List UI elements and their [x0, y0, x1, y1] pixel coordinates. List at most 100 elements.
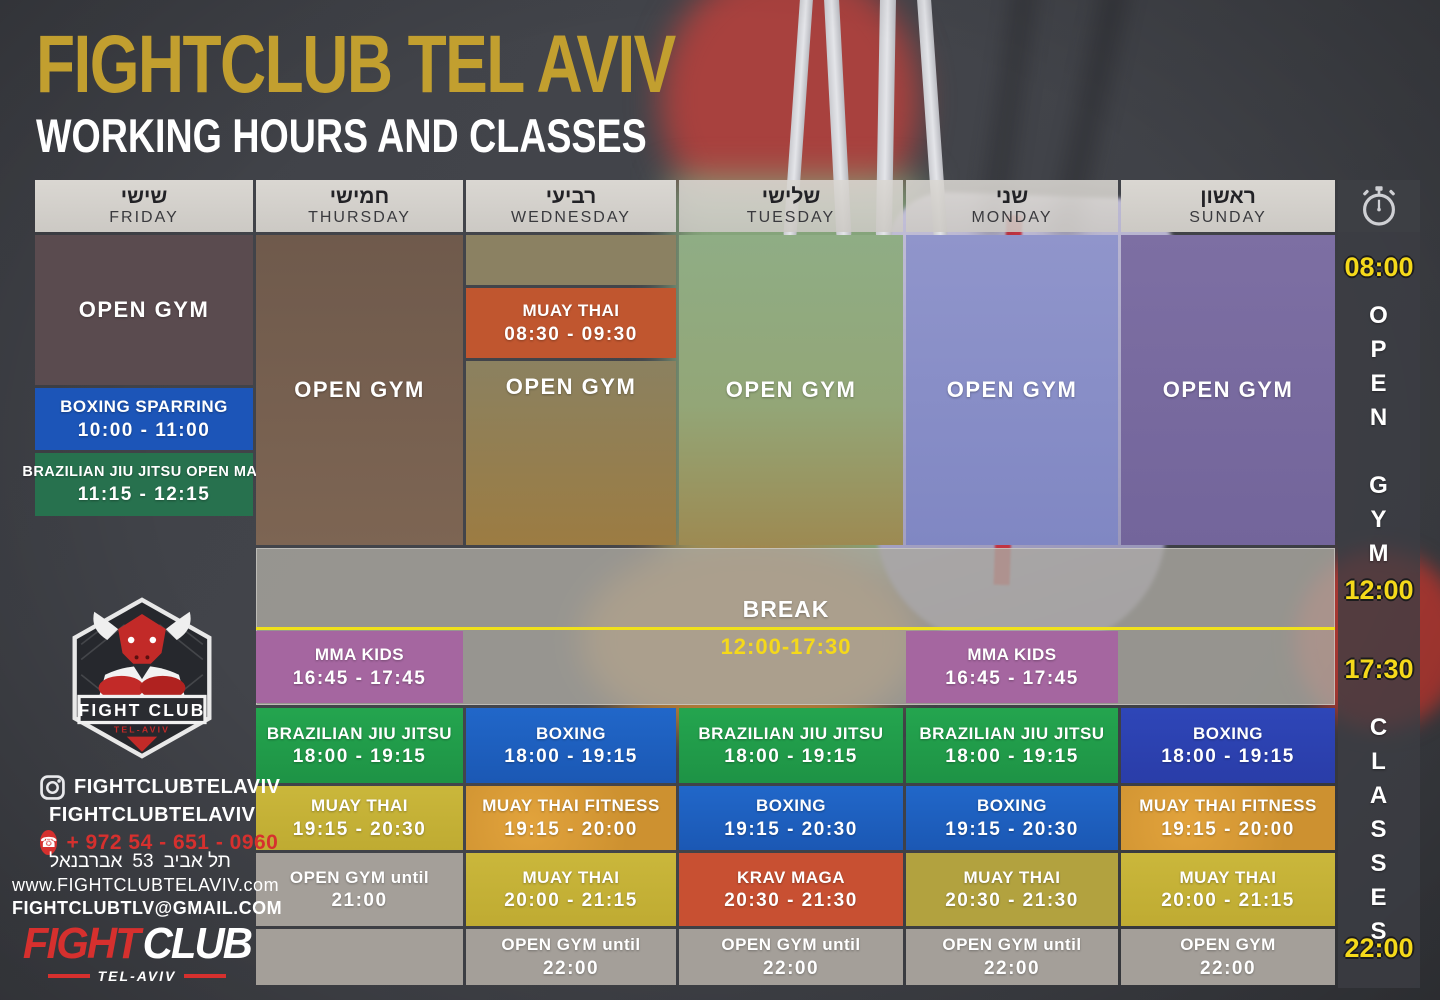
day-name-english: THURSDAY	[308, 208, 411, 226]
day-name-hebrew: חמישי	[329, 184, 390, 208]
class-time: 08:30 - 09:30	[504, 323, 638, 345]
timeline-time-1200: 12:00	[1344, 575, 1414, 605]
cell-monday-boxing: BOXING 19:15 - 20:30	[906, 786, 1118, 850]
class-time: 21:00	[331, 890, 388, 912]
class-label: MUAY THAI	[963, 867, 1061, 887]
wordmark: FIGHT CLUB	[23, 922, 253, 966]
instagram-row: FIGHTCLUBTELAVIV	[40, 775, 280, 800]
cell-wednesday-muay-thai-fitness: MUAY THAI FITNESS 19:15 - 20:00	[466, 786, 676, 850]
class-time: 20:00 - 21:15	[1161, 890, 1295, 912]
class-time: 22:00	[542, 957, 600, 979]
class-label: KRAV MAGA	[736, 867, 846, 887]
class-label: BRAZILIAN JIU JITSU	[698, 723, 884, 743]
cell-monday-bjj: BRAZILIAN JIU JITSU 18:00 - 19:15	[906, 708, 1118, 783]
cell-wednesday-early	[466, 235, 676, 285]
cell-monday-open-gym-until: OPEN GYM until 22:00	[906, 929, 1118, 985]
class-label: MUAY THAI	[1179, 867, 1277, 887]
day-name-hebrew: שני	[995, 184, 1029, 208]
break-label: BREAK	[742, 596, 830, 622]
cell-sunday-open-gym-until: OPEN GYM 22:00	[1121, 929, 1335, 985]
cell-wednesday-open-gym-until: OPEN GYM until 22:00	[466, 929, 676, 985]
class-time: 10:00 - 11:00	[77, 419, 211, 441]
phone-row: ☎ + 972 54 - 651 - 0960	[40, 830, 278, 855]
class-time: 16:45 - 17:45	[292, 667, 427, 689]
class-time: 18:00 - 19:15	[504, 746, 638, 768]
class-label: BOXING SPARRING	[60, 397, 228, 417]
wordmark-club: CLUB	[142, 919, 253, 968]
cell-thursday-muay-thai: MUAY THAI 19:15 - 20:30	[256, 786, 463, 850]
instagram-icon	[40, 775, 65, 800]
website: www.FIGHTCLUBTELAVIV.com	[12, 875, 280, 895]
class-time: 19:15 - 20:30	[945, 818, 1079, 840]
class-label: MUAY THAI	[522, 867, 620, 887]
class-label: OPEN GYM until	[721, 935, 861, 955]
cell-tuesday-open-gym-until: OPEN GYM until 22:00	[679, 929, 903, 985]
cell-tuesday-boxing: BOXING 19:15 - 20:30	[679, 786, 903, 850]
timeline-classes-label: CLASSES	[1365, 714, 1392, 952]
day-header-thursday: חמישי THURSDAY	[256, 180, 463, 232]
cell-wednesday-muay-thai-evening: MUAY THAI 20:00 - 21:15	[466, 853, 676, 926]
class-label: MUAY THAI FITNESS	[482, 796, 660, 816]
class-label: OPEN GYM	[725, 377, 857, 403]
class-label: OPEN GYM	[505, 374, 637, 399]
class-label: MMA KIDS	[967, 645, 1057, 665]
class-label: MUAY THAI	[522, 301, 620, 321]
cell-sunday-boxing: BOXING 18:00 - 19:15	[1121, 708, 1335, 783]
class-label: OPEN GYM	[78, 297, 210, 323]
poster-title: FIGHTCLUB TEL AVIV	[36, 19, 676, 110]
day-name-hebrew: רביעי	[545, 184, 597, 208]
class-time: 11:15 - 12:15	[77, 483, 211, 505]
class-label: BRAZILIAN JIU JITSU OPEN MAT	[22, 464, 266, 481]
day-header-tuesday: שלישי TUESDAY	[679, 180, 903, 232]
class-time: 19:15 - 20:30	[292, 818, 427, 840]
facebook-row: f FIGHTCLUBTELAVIV	[40, 803, 255, 827]
day-name-english: MONDAY	[971, 208, 1053, 226]
timeline-strip	[1338, 232, 1420, 988]
class-time: 19:15 - 20:00	[504, 818, 638, 840]
class-label: BOXING	[976, 796, 1048, 816]
address: אברבנאל 53 תל אביב	[20, 851, 260, 873]
cell-wednesday-muay-thai-morning: MUAY THAI 08:30 - 09:30	[466, 288, 676, 358]
wordmark-line	[184, 974, 227, 978]
cell-friday-open-gym: OPEN GYM	[35, 235, 253, 385]
cell-friday-boxing-sparring: BOXING SPARRING 10:00 - 11:00	[35, 388, 253, 450]
class-label: BOXING	[755, 796, 827, 816]
class-label: BOXING	[1192, 723, 1264, 743]
cell-sunday-open-gym: OPEN GYM	[1121, 235, 1335, 545]
class-time: 20:30 - 21:30	[945, 890, 1079, 912]
cell-monday-mma-kids: MMA KIDS 16:45 - 17:45	[906, 631, 1118, 703]
phone-number: + 972 54 - 651 - 0960	[66, 830, 279, 854]
timeline-time-1730: 17:30	[1344, 654, 1414, 684]
day-name-english: SUNDAY	[1189, 208, 1267, 226]
cell-monday-muay-thai: MUAY THAI 20:30 - 21:30	[906, 853, 1118, 926]
timeline-open-gym-label: OPEN GYM	[1365, 302, 1392, 574]
class-label: BRAZILIAN JIU JITSU	[919, 723, 1105, 743]
class-label: MMA KIDS	[314, 645, 405, 665]
cell-thursday-closed	[256, 929, 463, 985]
class-label: OPEN GYM	[1180, 935, 1276, 955]
class-time: 18:00 - 19:15	[1161, 746, 1295, 768]
day-name-english: TUESDAY	[746, 208, 836, 226]
class-label: OPEN GYM until	[289, 867, 430, 887]
class-label: BRAZILIAN JIU JITSU	[266, 723, 453, 743]
email: FIGHTCLUBTLV@GMAIL.COM	[12, 898, 283, 918]
day-name-hebrew: ראשון	[1200, 184, 1256, 208]
class-time: 18:00 - 19:15	[724, 746, 858, 768]
cell-wednesday-open-gym: OPEN GYM	[466, 361, 676, 545]
class-time: 20:30 - 21:30	[724, 890, 858, 912]
wordmark-line	[47, 974, 90, 978]
class-label: OPEN GYM	[946, 377, 1078, 403]
stopwatch-icon	[1363, 186, 1395, 226]
cell-friday-bjj-open-mat: BRAZILIAN JIU JITSU OPEN MAT 11:15 - 12:…	[22, 453, 265, 516]
cell-thursday-bjj: BRAZILIAN JIU JITSU 18:00 - 19:15	[256, 708, 463, 783]
timeline-time-0800: 08:00	[1344, 252, 1414, 282]
cell-thursday-open-gym-until: OPEN GYM until 21:00	[256, 853, 463, 926]
badge-city: TEL-AVIV	[114, 724, 170, 734]
class-time: 18:00 - 19:15	[945, 746, 1079, 768]
class-time: 22:00	[983, 957, 1041, 979]
class-label: BOXING	[535, 723, 607, 743]
day-header-sunday: ראשון SUNDAY	[1121, 180, 1335, 232]
address-number: 53	[132, 851, 154, 872]
day-header-friday: שישי FRIDAY	[35, 180, 253, 232]
